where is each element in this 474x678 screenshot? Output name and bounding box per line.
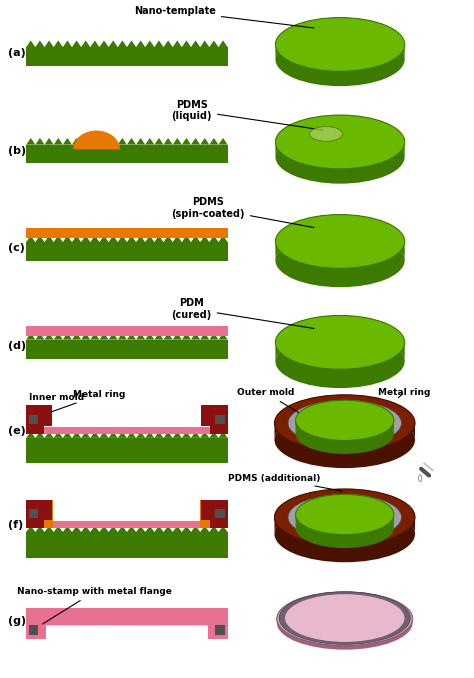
Text: Nano-stamp with metal flange: Nano-stamp with metal flange [17, 587, 172, 624]
Bar [216, 626, 225, 635]
Polygon shape [277, 592, 413, 623]
Bar [26, 521, 228, 527]
Text: Inner mold: Inner mold [28, 393, 84, 414]
Bar [26, 405, 44, 434]
Polygon shape [26, 432, 228, 438]
Text: (c): (c) [9, 243, 25, 253]
Ellipse shape [274, 506, 415, 562]
Polygon shape [296, 494, 394, 528]
Bar [26, 427, 228, 434]
Text: (b): (b) [9, 146, 27, 156]
Bar [44, 608, 210, 626]
Polygon shape [26, 333, 228, 340]
Ellipse shape [296, 414, 394, 454]
Bar [26, 47, 228, 66]
Bar [201, 500, 210, 519]
Polygon shape [73, 131, 120, 149]
Text: (g): (g) [9, 616, 27, 626]
Bar [201, 500, 228, 527]
Ellipse shape [288, 494, 401, 540]
Bar [26, 144, 228, 163]
Ellipse shape [277, 596, 413, 650]
Text: (e): (e) [9, 426, 26, 436]
Polygon shape [26, 138, 228, 144]
Bar [29, 509, 38, 519]
Bar [26, 500, 44, 527]
Polygon shape [26, 41, 228, 47]
Ellipse shape [296, 400, 394, 441]
Bar [216, 509, 225, 519]
Text: (d): (d) [9, 341, 27, 351]
Bar [201, 405, 210, 426]
Text: PDMS
(spin-coated): PDMS (spin-coated) [172, 197, 314, 228]
Polygon shape [275, 315, 405, 361]
Ellipse shape [288, 400, 401, 446]
Ellipse shape [296, 403, 394, 443]
Polygon shape [275, 115, 405, 157]
Polygon shape [26, 526, 228, 532]
Bar [26, 325, 228, 336]
Text: Metal ring: Metal ring [35, 391, 126, 418]
Bar [208, 608, 228, 639]
Text: Nano-template: Nano-template [134, 6, 314, 28]
Polygon shape [274, 489, 415, 534]
Bar [26, 228, 228, 238]
Bar [26, 340, 228, 359]
Text: PDM
(cured): PDM (cured) [172, 298, 314, 328]
Ellipse shape [274, 412, 415, 468]
Bar [26, 608, 46, 639]
Ellipse shape [275, 215, 405, 268]
Ellipse shape [275, 315, 405, 370]
Ellipse shape [275, 233, 405, 287]
Polygon shape [274, 395, 415, 440]
Ellipse shape [310, 127, 342, 141]
Ellipse shape [419, 475, 422, 481]
Ellipse shape [285, 594, 404, 642]
Bar [44, 405, 53, 426]
Ellipse shape [275, 130, 405, 184]
Ellipse shape [275, 33, 405, 86]
Ellipse shape [279, 592, 410, 644]
Text: PDMS (additional): PDMS (additional) [228, 474, 342, 491]
Ellipse shape [296, 508, 394, 548]
Polygon shape [26, 235, 228, 242]
Polygon shape [275, 215, 405, 260]
Ellipse shape [277, 592, 413, 645]
Text: (f): (f) [9, 520, 24, 530]
Text: (a): (a) [9, 48, 26, 58]
Bar [216, 415, 225, 424]
Bar [29, 626, 38, 635]
Ellipse shape [275, 115, 405, 169]
Bar [26, 438, 228, 463]
Ellipse shape [274, 489, 415, 545]
Bar [210, 500, 228, 527]
Bar [210, 405, 228, 434]
Ellipse shape [296, 498, 394, 537]
Ellipse shape [275, 18, 405, 71]
Bar [44, 500, 53, 519]
Text: PDMS
(liquid): PDMS (liquid) [172, 100, 323, 130]
Ellipse shape [275, 334, 405, 388]
Bar [26, 532, 228, 557]
Ellipse shape [296, 494, 394, 535]
Text: Metal ring: Metal ring [377, 388, 430, 398]
Bar [26, 242, 228, 261]
Ellipse shape [274, 395, 415, 452]
Bar [29, 415, 38, 424]
Polygon shape [44, 621, 210, 626]
Bar [26, 500, 54, 527]
Polygon shape [296, 400, 394, 434]
Text: Outer mold: Outer mold [237, 388, 300, 414]
Polygon shape [275, 18, 405, 59]
